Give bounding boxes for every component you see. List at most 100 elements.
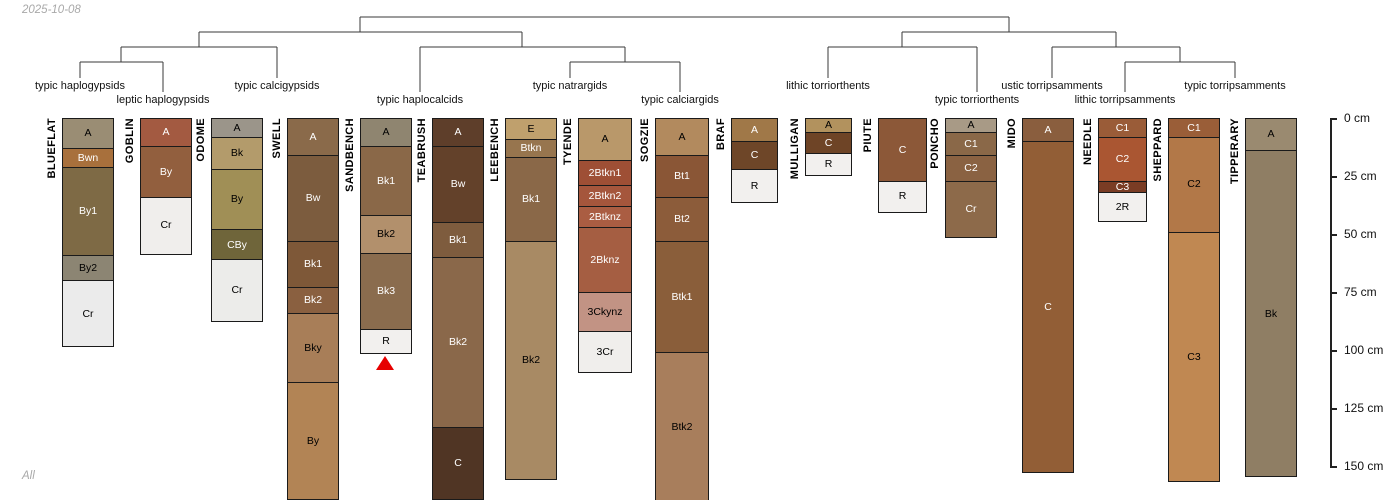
horizon-By: By [288, 383, 338, 500]
horizon-label: Bk1 [303, 258, 323, 271]
horizon-label: Cr [965, 203, 977, 216]
horizon-C: C [806, 132, 851, 154]
depth-axis-tick-label: 25 cm [1344, 169, 1377, 183]
profile-id-label: TEABRUSH [416, 118, 428, 183]
horizon-label: Bk [1264, 307, 1278, 320]
horizon-label: Bk1 [521, 193, 541, 206]
profile-id-label: SOGZIE [639, 118, 651, 162]
taxon-label: lithic torripsamments [1074, 94, 1176, 106]
depth-axis-tick [1330, 408, 1337, 410]
horizon-label: A [678, 130, 686, 143]
horizon-label: Bt1 [674, 170, 690, 183]
horizon-Bk1: Bk1 [433, 223, 483, 259]
horizon-label: C1 [1115, 121, 1130, 134]
horizon-A: A [361, 119, 411, 147]
horizon-Bk3: Bk3 [361, 253, 411, 331]
horizon-label: A [1267, 128, 1275, 141]
horizon-label: Cr [231, 284, 243, 297]
depth-axis-tick [1330, 466, 1337, 468]
taxon-label: typic torripsamments [1184, 80, 1286, 92]
horizon-R: R [806, 153, 851, 175]
horizon-By: By [212, 170, 262, 231]
taxon-label: typic natrargids [532, 80, 608, 92]
horizon-label: C [1044, 300, 1052, 313]
depth-axis-tick [1330, 176, 1337, 178]
horizon-label: By [159, 165, 173, 178]
profile-id-label: PIUTE [862, 118, 874, 153]
horizon-label: Btk2 [671, 421, 693, 434]
horizon-C2: C2 [1169, 137, 1219, 233]
profile-column-sogzie: A Bt1 Bt2 Btk1 Btk2 [655, 118, 709, 500]
horizon-label: By [306, 435, 320, 448]
horizon-A: A [1023, 119, 1073, 143]
horizon-Btk1: Btk1 [656, 241, 708, 354]
depth-axis-tick [1330, 234, 1337, 236]
horizon-C1: C1 [946, 132, 996, 157]
profile-column-goblin: A By Cr [140, 118, 192, 255]
horizon-label: C [454, 457, 462, 470]
profile-column-tipperary: A Bk [1245, 118, 1297, 478]
depth-axis-tick-label: 100 cm [1344, 343, 1384, 357]
horizon-label: C [824, 136, 833, 149]
horizon-Bw: Bw [288, 156, 338, 242]
horizon-label: Bk2 [303, 294, 323, 307]
horizon-Bk2: Bk2 [288, 288, 338, 314]
depth-axis-tick-label: 75 cm [1344, 285, 1377, 299]
profile-id-label: PONCHO [929, 118, 941, 169]
profile-column-blueflat: A Bwn By1 By2 Cr [62, 118, 114, 348]
profile-id-label: MIDO [1006, 118, 1018, 149]
horizon-C: C [732, 142, 777, 171]
profile-column-needle: C1 C2 C3 2R [1098, 118, 1147, 223]
depth-axis-tick-label: 50 cm [1344, 227, 1377, 241]
horizon-Btk2: Btk2 [656, 353, 708, 500]
horizon-label: Bky [304, 341, 322, 354]
horizon-label: C1 [964, 137, 978, 150]
horizon-Btkn: Btkn [506, 139, 556, 159]
profile-id-label: ODOME [195, 118, 207, 162]
depth-axis-tick [1330, 292, 1337, 294]
taxon-label: typic torriorthents [934, 94, 1020, 106]
horizon-label: By [230, 193, 244, 206]
horizon-label: C3 [1115, 180, 1130, 193]
horizon-label: Bw [305, 192, 321, 205]
horizon-Bk1: Bk1 [361, 146, 411, 217]
profile-id-label: SANDBENCH [344, 118, 356, 192]
horizon-label: 2Btkn2 [588, 189, 622, 202]
horizon-Bky: Bky [288, 313, 338, 384]
horizon-Bk1: Bk1 [506, 158, 556, 242]
horizon-By1: By1 [63, 167, 113, 256]
horizon-A: A [1246, 119, 1296, 152]
profile-id-label: SWELL [271, 118, 283, 159]
horizon-A: A [579, 119, 631, 161]
horizon-Bwn: Bwn [63, 149, 113, 168]
horizon-A: A [946, 119, 996, 133]
horizon-label: 3Cr [596, 345, 614, 358]
horizon-label: CBy [227, 238, 247, 251]
horizon-Cr: Cr [141, 197, 191, 254]
horizon-R: R [361, 330, 411, 354]
horizon-2Btknz: 2Btknz [579, 207, 631, 229]
horizon-label: Btk1 [671, 290, 693, 303]
taxon-label: typic calciargids [641, 94, 719, 106]
horizon-label: Cr [160, 219, 172, 232]
horizon-label: Btkn [520, 142, 542, 155]
horizon-label: R [750, 180, 759, 192]
profile-column-sandbench: A Bk1 Bk2 Bk3 R [360, 118, 412, 355]
horizon-label: 2R [1115, 200, 1130, 213]
horizon-label: Bwn [77, 151, 99, 164]
horizon-Cr: Cr [946, 181, 996, 238]
horizon-Bk1: Bk1 [288, 241, 338, 289]
horizon-label: 2Bknz [590, 253, 620, 266]
profile-id-label: GOBLIN [124, 118, 136, 164]
depth-axis-tick-label: 150 cm [1344, 459, 1384, 473]
horizon-label: Bt2 [674, 213, 690, 226]
horizon-label: Bk3 [376, 285, 396, 298]
horizon-label: A [1044, 123, 1052, 136]
profile-id-label: NEEDLE [1082, 118, 1094, 166]
taxon-label: typic haplocalcids [376, 94, 464, 106]
profile-column-tyende: A 2Btkn1 2Btkn2 2Btknz 2Bknz 3Ckynz 3Cr [578, 118, 632, 373]
horizon-label: A [601, 133, 609, 146]
